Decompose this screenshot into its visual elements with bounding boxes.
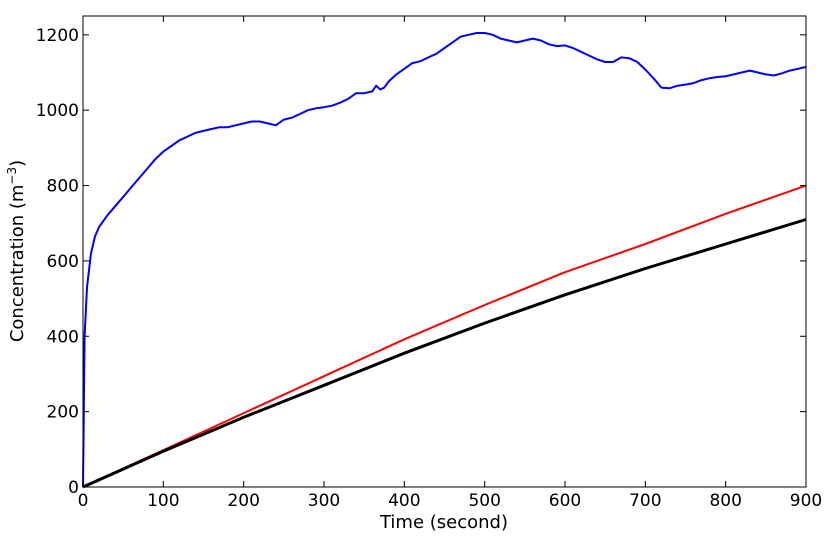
y-tick-label: 200	[47, 403, 79, 423]
x-tick-label: 400	[388, 491, 420, 511]
y-tick-label: 600	[47, 252, 79, 272]
tick-labels: 0 100 200 300 400 500 600 700 800 900 0 200 400 600 80…	[36, 26, 822, 511]
y-tick-label: 800	[47, 177, 79, 197]
y-axis-label-main: Concentration (m	[7, 185, 28, 343]
x-tick-label: 700	[629, 491, 661, 511]
y-tick-label: 1200	[36, 26, 79, 46]
axis-ticks	[82, 16, 807, 488]
series-line-1	[82, 32, 807, 488]
y-axis-label: Concentration (m−3)	[5, 160, 28, 342]
x-tick-label: 0	[78, 491, 89, 511]
y-tick-label: 0	[68, 478, 79, 498]
series-line-2	[82, 184, 807, 488]
plot-frame	[82, 15, 807, 488]
series-line-3	[82, 218, 807, 489]
x-tick-label: 600	[549, 491, 581, 511]
plot-lines	[82, 32, 807, 489]
x-axis-label: Time (second)	[379, 512, 508, 533]
x-tick-label: 200	[227, 491, 259, 511]
y-tick-label: 400	[47, 327, 79, 347]
x-tick-label: 900	[790, 491, 822, 511]
y-axis-label-superscript: −3	[5, 167, 19, 185]
x-tick-label: 800	[709, 491, 741, 511]
x-tick-label: 500	[468, 491, 500, 511]
x-tick-label: 100	[147, 491, 179, 511]
y-axis-label-close: )	[7, 160, 28, 167]
y-tick-label: 1000	[36, 101, 79, 121]
x-tick-label: 300	[308, 491, 340, 511]
